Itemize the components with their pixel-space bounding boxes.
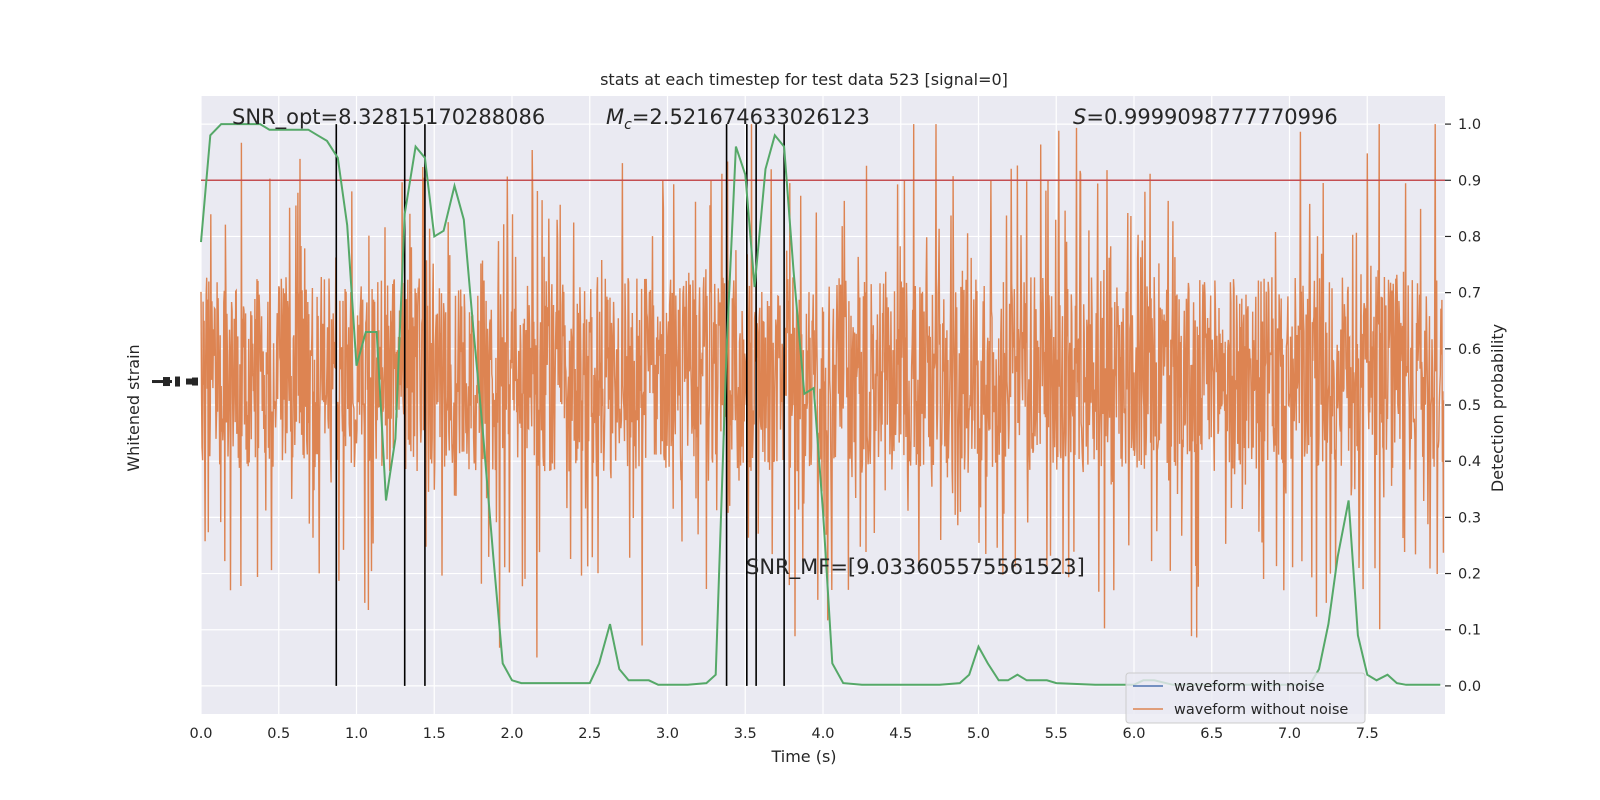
- y-tick-label: 0.2: [1458, 567, 1481, 583]
- y-tick-label: 0.1: [1458, 623, 1481, 639]
- chirp-mass-annotation: Mc=2.521674633026123: [606, 105, 870, 133]
- x-axis-ticks: 0.0 0.5 1.0 1.5 2.0 2.5 3.0 3.5 4.0 4.5 5.0 5.5 6.0 6…: [189, 726, 1378, 742]
- snr-opt-annotation: SNR_opt=8.32815170288086: [232, 105, 545, 130]
- event-lines: [335, 124, 785, 686]
- x-tick-label: 5.5: [1045, 726, 1068, 742]
- s-symbol: S: [1073, 105, 1086, 129]
- y-tick-label: 0.7: [1458, 286, 1481, 302]
- x-tick-label: 2.0: [500, 726, 523, 742]
- left-tick-glyph: [163, 377, 170, 387]
- x-tick-label: 3.0: [656, 726, 679, 742]
- y-tick-label: 1.0: [1458, 117, 1481, 133]
- legend-label-with-noise: waveform with noise: [1174, 679, 1325, 695]
- y-tick-label: 0.0: [1458, 679, 1481, 695]
- x-tick-label: 0.5: [267, 726, 290, 742]
- y-tick-label: 0.8: [1458, 229, 1481, 245]
- s-annotation: S=0.9999098777770996: [1073, 105, 1338, 129]
- x-tick-label: 1.5: [423, 726, 446, 742]
- chirp-mass-value: =2.521674633026123: [632, 105, 870, 129]
- x-tick-label: 7.5: [1356, 726, 1379, 742]
- y-tick-label: 0.6: [1458, 342, 1481, 358]
- left-y-axis-label: Whitened strain: [124, 344, 143, 471]
- chirp-mass-subscript: c: [624, 117, 632, 133]
- x-tick-label: 5.0: [967, 726, 990, 742]
- x-tick-label: 3.5: [734, 726, 757, 742]
- x-tick-label: 4.0: [811, 726, 834, 742]
- x-tick-label: 0.0: [189, 726, 212, 742]
- waveform-without-noise-line: [200, 124, 1445, 658]
- x-tick-label: 1.0: [345, 726, 368, 742]
- chirp-mass-symbol: M: [606, 105, 624, 129]
- x-tick-label: 4.5: [889, 726, 912, 742]
- snr-mf-annotation: SNR_MF=[9.033605575561523]: [746, 555, 1085, 580]
- legend-box: [1125, 672, 1366, 724]
- x-tick-label: 7.0: [1278, 726, 1301, 742]
- right-y-axis-label: Detection probability: [1488, 324, 1507, 492]
- y-tick-label: 0.3: [1458, 510, 1481, 526]
- y-tick-label: 0.9: [1458, 173, 1481, 189]
- left-tick-glyph: [192, 377, 198, 386]
- x-tick-label: 2.5: [578, 726, 601, 742]
- x-tick-label: 6.5: [1200, 726, 1223, 742]
- left-tick-glyph: [175, 376, 180, 387]
- right-axis-ticks: 0.0 0.1 0.2 0.3 0.4 0.5 0.6 0.7 0.8 0.9 1.0: [1445, 117, 1481, 695]
- y-tick-label: 0.4: [1458, 454, 1481, 470]
- left-tick-glyph: [152, 380, 172, 384]
- legend: waveform with noise waveform without noi…: [1125, 672, 1366, 724]
- waveform-without-noise-series: [200, 124, 1445, 658]
- s-value: =0.9999098777770996: [1086, 105, 1337, 129]
- x-axis-label: Time (s): [770, 747, 836, 766]
- left-tick-glyph: [186, 378, 196, 385]
- chart-title: stats at each timestep for test data 523…: [600, 70, 1008, 89]
- y-tick-label: 0.5: [1458, 398, 1481, 414]
- x-tick-label: 6.0: [1122, 726, 1145, 742]
- left-axis-tick-clutter: [152, 376, 198, 387]
- legend-label-without-noise: waveform without noise: [1174, 702, 1348, 718]
